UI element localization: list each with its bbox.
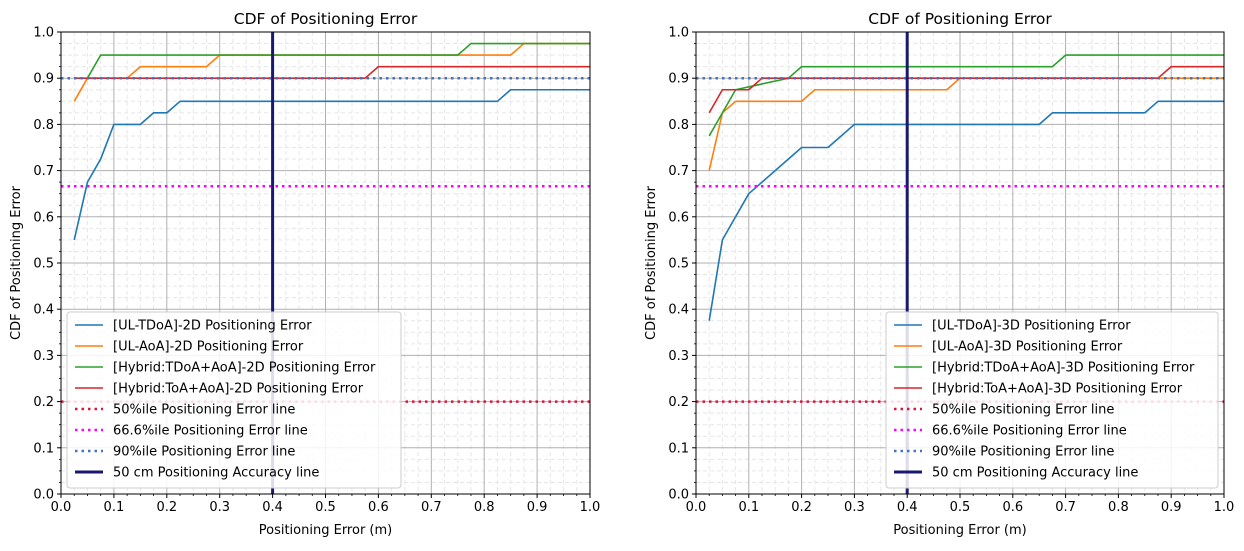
chart-title: CDF of Positioning Error (234, 10, 418, 28)
x-tick-label: 1.0 (580, 500, 601, 515)
y-tick-label: 0.7 (33, 164, 54, 179)
legend-label-4: [Hybrid:ToA+AoA]-2D Positioning Error (113, 382, 364, 397)
legend: [UL-TDoA]-3D Positioning Error [UL-AoA]-3… (885, 311, 1219, 489)
legend-label-8: 50 cm Positioning Accuracy line (932, 466, 1138, 481)
x-tick-label: 0.1 (738, 500, 759, 515)
x-axis-label: Positioning Error (m) (893, 523, 1026, 538)
legend-box (885, 311, 1219, 489)
y-tick-label: 0.6 (668, 210, 689, 225)
x-tick-label: 0.7 (1055, 500, 1076, 515)
chart-title: CDF of Positioning Error (868, 10, 1052, 28)
x-tick-label: 0.4 (262, 500, 283, 515)
legend-label-7: 90%ile Positioning Error line (113, 445, 295, 460)
legend-label-3: [Hybrid:TDoA+AoA]-3D Positioning Error (932, 361, 1195, 376)
x-tick-label: 1.0 (1214, 500, 1235, 515)
y-tick-label: 0.0 (668, 488, 689, 503)
y-tick-label: 0.3 (668, 349, 689, 364)
y-tick-label: 1.0 (33, 26, 54, 41)
x-tick-label: 0.7 (421, 500, 442, 515)
legend-label-6: 66.6%ile Positioning Error line (113, 424, 308, 439)
legend-label-1: [UL-TDoA]-2D Positioning Error (113, 319, 312, 334)
legend-label-3: [Hybrid:TDoA+AoA]-2D Positioning Error (113, 361, 376, 376)
series-line-1 (708, 100, 1224, 321)
x-tick-label: 0.9 (527, 500, 548, 515)
legend: [UL-TDoA]-2D Positioning Error [UL-AoA]-2… (66, 311, 402, 489)
right-chart-3d: 0.0 0.1 0.2 0.3 0.4 0.5 0.6 0.7 0.8 0.9 1.0 0.0 0.1 0… (644, 10, 1234, 538)
y-tick-label: 0.7 (668, 164, 689, 179)
x-tick-label: 0.6 (1002, 500, 1023, 515)
y-tick-label: 0.2 (33, 395, 54, 410)
x-tick-label: 0.3 (844, 500, 865, 515)
y-tick-label: 0.8 (668, 118, 689, 133)
ticks: 0.0 0.1 0.2 0.3 0.4 0.5 0.6 0.7 0.8 0.9 1.0 0.0 0.1 0… (668, 26, 1234, 516)
x-tick-label: 0.9 (1161, 500, 1182, 515)
x-tick-label: 0.4 (897, 500, 918, 515)
legend-label-1: [UL-TDoA]-3D Positioning Error (932, 319, 1131, 334)
series-line-4 (74, 65, 590, 79)
legend-box (66, 311, 402, 489)
legend-label-7: 90%ile Positioning Error line (932, 445, 1114, 460)
x-tick-label: 0.0 (51, 500, 72, 515)
x-tick-label: 0.3 (209, 500, 230, 515)
y-tick-label: 0.2 (668, 395, 689, 410)
y-tick-label: 0.8 (33, 118, 54, 133)
legend-label-2: [UL-AoA]-3D Positioning Error (932, 340, 1123, 355)
y-tick-label: 0.1 (668, 441, 689, 456)
y-tick-label: 1.0 (668, 26, 689, 41)
series-line-3 (86, 42, 590, 79)
legend-label-5: 50%ile Positioning Error line (932, 403, 1114, 418)
ticks: 0.0 0.1 0.2 0.3 0.4 0.5 0.6 0.7 0.8 0.9 1.0 0.0 0.1 0… (33, 26, 600, 516)
x-tick-label: 0.5 (950, 500, 971, 515)
x-tick-label: 0.6 (368, 500, 389, 515)
legend-label-8: 50 cm Positioning Accuracy line (113, 466, 319, 481)
left-chart-2d: 0.0 0.1 0.2 0.3 0.4 0.5 0.6 0.7 0.8 0.9 1.0 0.0 0.1 0… (9, 10, 600, 538)
y-tick-label: 0.5 (33, 257, 54, 272)
series-line-2 (708, 77, 1224, 171)
x-tick-label: 0.5 (315, 500, 336, 515)
legend-label-2: [UL-AoA]-2D Positioning Error (113, 340, 304, 355)
y-tick-label: 0.4 (668, 303, 689, 318)
y-tick-label: 0.9 (33, 72, 54, 87)
y-tick-label: 0.3 (33, 349, 54, 364)
x-tick-label: 0.8 (474, 500, 495, 515)
legend-label-4: [Hybrid:ToA+AoA]-3D Positioning Error (932, 382, 1183, 397)
series-line-1 (73, 88, 590, 241)
x-tick-label: 0.1 (104, 500, 125, 515)
series-line-2 (73, 42, 590, 102)
x-tick-label: 0.2 (156, 500, 177, 515)
x-tick-label: 0.8 (1108, 500, 1129, 515)
y-tick-label: 0.9 (668, 72, 689, 87)
legend-label-5: 50%ile Positioning Error line (113, 403, 295, 418)
y-axis-label: CDF of Positioning Error (644, 185, 659, 340)
y-tick-label: 0.6 (33, 210, 54, 225)
y-axis-label: CDF of Positioning Error (9, 185, 24, 340)
y-tick-label: 0.5 (668, 257, 689, 272)
y-tick-label: 0.0 (33, 488, 54, 503)
series-line-3 (708, 54, 1224, 137)
x-tick-label: 0.2 (791, 500, 812, 515)
legend-label-6: 66.6%ile Positioning Error line (932, 424, 1127, 439)
x-axis-label: Positioning Error (m) (259, 523, 392, 538)
y-tick-label: 0.1 (33, 441, 54, 456)
y-tick-label: 0.4 (33, 303, 54, 318)
x-tick-label: 0.0 (686, 500, 707, 515)
